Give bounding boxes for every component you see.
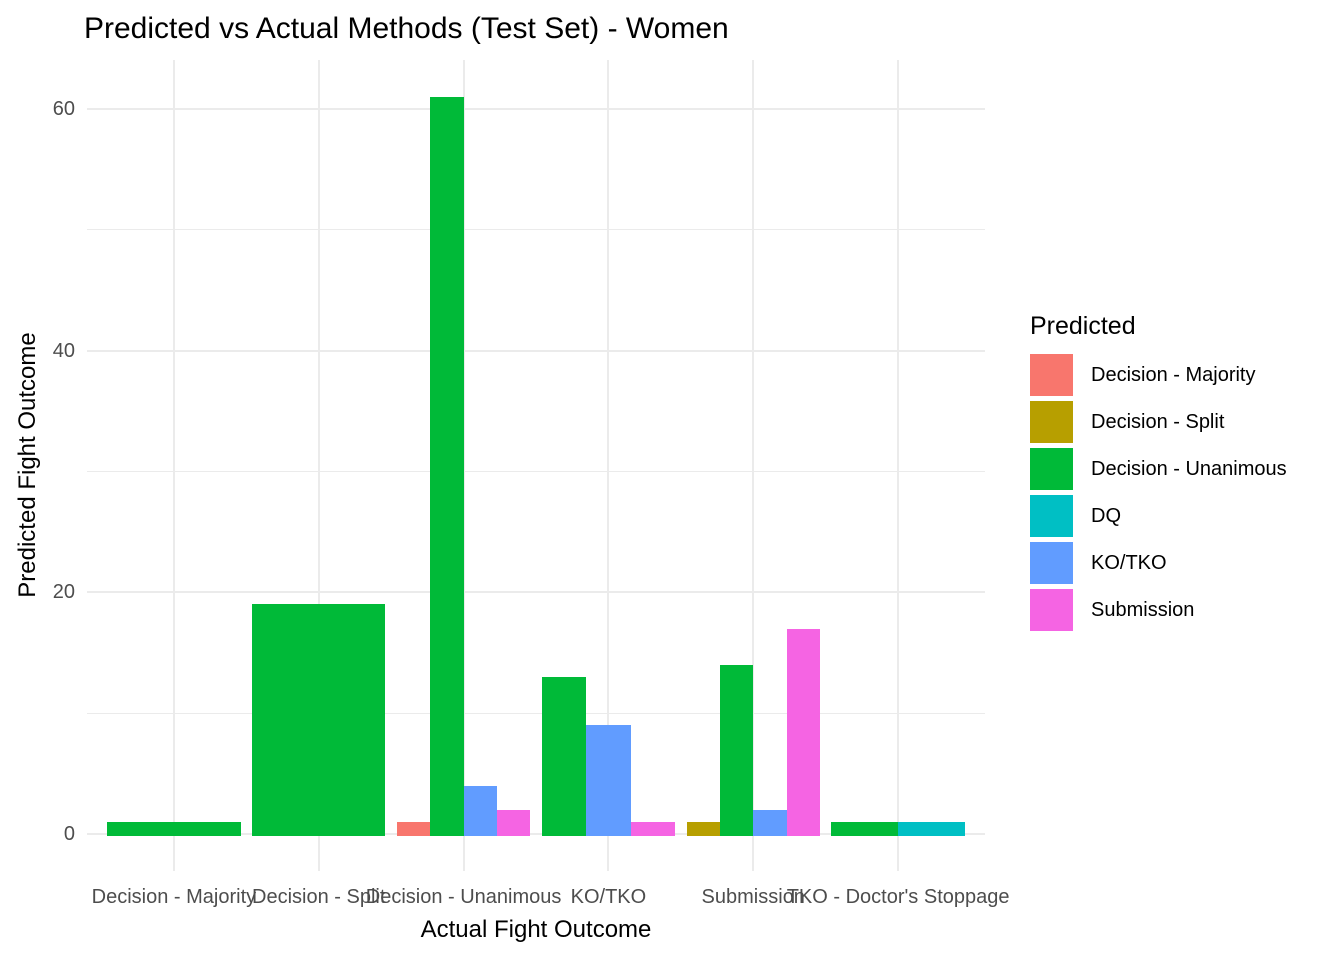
- legend-item-label: Decision - Unanimous: [1091, 457, 1287, 480]
- x-tick-label-submission: Submission: [701, 886, 805, 908]
- y-tick-label-60: 60: [52, 97, 75, 120]
- legend-item-label: Decision - Split: [1091, 410, 1225, 433]
- legend-key-swatch-ko-tko: [1030, 542, 1073, 584]
- legend-item-submission: Submission: [1030, 589, 1287, 631]
- gridline-x-decision-majority: [172, 60, 175, 871]
- legend-item-dq: DQ: [1030, 495, 1287, 537]
- gridline-x-submission: [752, 60, 755, 871]
- x-tick-label-decision-split: Decision - Split: [252, 886, 386, 908]
- legend-title: Predicted: [1030, 312, 1136, 340]
- legend-item-decision-split: Decision - Split: [1030, 401, 1287, 443]
- gridline-major-y-20: [87, 591, 985, 594]
- legend-item-ko-tko: KO/TKO: [1030, 542, 1287, 584]
- bar-submission--decision-split: [686, 822, 720, 837]
- bar-submission--decision-unanimous: [719, 664, 754, 837]
- legend: Predicted Decision - Majority Decision - …: [1030, 312, 1287, 636]
- gridline-major-y-40: [87, 349, 985, 352]
- bar-ko-tko--decision-unanimous: [541, 677, 587, 837]
- x-tick-label-tko-doctor-s-stoppage: TKO - Doctor's Stoppage: [786, 886, 1010, 908]
- legend-key-swatch-submission: [1030, 589, 1073, 631]
- bar-decision-unanimous--decision-unanimous: [430, 96, 464, 837]
- x-tick-label-decision-majority: Decision - Majority: [91, 886, 257, 908]
- gridline-x-decision-unanimous: [462, 60, 465, 871]
- gridline-x-ko-tko: [607, 60, 610, 871]
- plot-panel: [87, 60, 985, 871]
- gridline-minor-y-50: [87, 229, 985, 231]
- bar-tko-doctor-s-stoppage--decision-unanimous: [831, 822, 899, 837]
- bar-ko-tko--ko-tko: [586, 725, 631, 837]
- y-axis-title: Predicted Fight Outcome: [14, 332, 41, 598]
- bar-submission--ko-tko: [753, 809, 787, 837]
- bar-ko-tko--submission: [630, 822, 676, 837]
- bar-decision-majority--decision-unanimous: [107, 822, 241, 837]
- gridline-minor-y-10: [87, 712, 985, 714]
- chart-title: Predicted vs Actual Methods (Test Set) -…: [84, 12, 729, 45]
- y-tick-label-20: 20: [52, 581, 75, 604]
- bar-decision-unanimous--submission: [496, 809, 531, 837]
- gridline-major-y-0: [87, 833, 985, 836]
- x-tick-label-ko-tko: KO/TKO: [570, 886, 647, 908]
- legend-key-swatch-dq: [1030, 495, 1073, 537]
- legend-item-decision-unanimous: Decision - Unanimous: [1030, 448, 1287, 490]
- legend-item-label: KO/TKO: [1091, 551, 1167, 574]
- legend-item-label: Decision - Majority: [1091, 363, 1256, 386]
- gridline-minor-y-30: [87, 471, 985, 473]
- y-tick-label-0: 0: [63, 823, 75, 846]
- legend-items: Decision - Majority Decision - Split Decis…: [1030, 354, 1287, 631]
- legend-key-swatch-decision-unanimous: [1030, 448, 1073, 490]
- legend-key-swatch-decision-split: [1030, 401, 1073, 443]
- bar-tko-doctor-s-stoppage--dq: [898, 822, 965, 837]
- gridline-major-y-60: [87, 107, 985, 110]
- bar-decision-unanimous--decision-majority: [396, 822, 431, 837]
- bar-decision-split--decision-unanimous: [252, 604, 386, 837]
- gridline-x-decision-split: [317, 60, 320, 871]
- x-axis-title: Actual Fight Outcome: [420, 916, 652, 943]
- bar-submission--submission: [786, 628, 820, 837]
- x-tick-label-decision-unanimous: Decision - Unanimous: [365, 886, 562, 908]
- y-tick-label-40: 40: [52, 339, 75, 362]
- legend-item-label: Submission: [1091, 598, 1195, 621]
- bar-decision-unanimous--ko-tko: [463, 785, 497, 837]
- legend-key-swatch-decision-majority: [1030, 354, 1073, 396]
- legend-item-decision-majority: Decision - Majority: [1030, 354, 1287, 396]
- legend-item-label: DQ: [1091, 504, 1121, 527]
- gridline-x-tko-doctor-s-stoppage: [897, 60, 900, 871]
